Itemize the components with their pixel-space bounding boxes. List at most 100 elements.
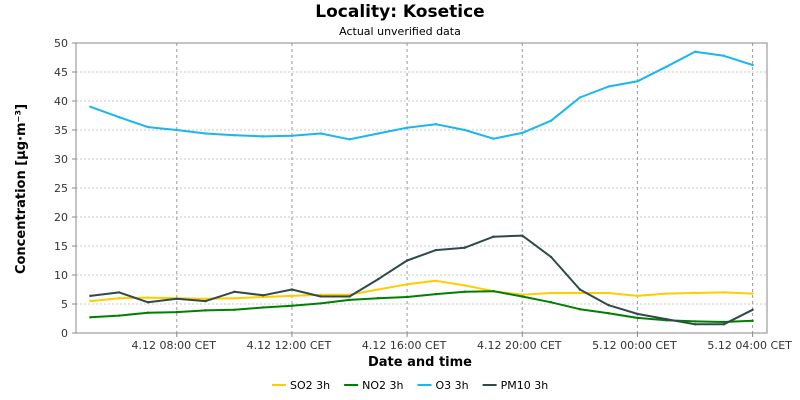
y-tick-label: 0	[61, 327, 68, 340]
chart-title: Locality: Kosetice	[315, 2, 485, 22]
data-point-no2-3h	[233, 308, 236, 311]
data-point-o3-3h	[233, 134, 236, 137]
y-tick-label: 40	[54, 95, 68, 108]
y-tick-label: 15	[54, 240, 68, 253]
data-point-no2-3h	[578, 308, 582, 311]
data-point-so2-3h	[377, 288, 380, 291]
data-point-no2-3h	[204, 309, 207, 312]
data-point-no2-3h	[348, 298, 351, 302]
data-point-no2-3h	[693, 320, 697, 323]
data-point-no2-3h	[636, 316, 639, 320]
y-tick-label: 25	[54, 182, 68, 195]
data-point-no2-3h	[319, 302, 322, 305]
data-point-pm10-3h	[693, 323, 697, 326]
data-point-no2-3h	[549, 301, 553, 304]
data-point-o3-3h	[377, 132, 380, 135]
data-point-so2-3h	[233, 297, 236, 300]
data-point-so2-3h	[751, 292, 754, 295]
y-tick-label: 50	[54, 37, 68, 50]
x-tick-label: 5.12 04:00 CET	[707, 339, 792, 352]
data-point-so2-3h	[117, 297, 121, 300]
data-point-pm10-3h	[175, 297, 178, 300]
x-tick-label: 4.12 20:00 CET	[477, 339, 562, 352]
data-point-no2-3h	[751, 319, 754, 323]
data-point-o3-3h	[722, 54, 726, 57]
data-point-pm10-3h	[319, 295, 322, 298]
x-tick-label: 5.12 00:00 CET	[592, 339, 677, 352]
data-point-no2-3h	[377, 297, 380, 300]
data-point-pm10-3h	[290, 288, 294, 291]
y-tick-label: 30	[54, 153, 68, 166]
data-point-o3-3h	[290, 134, 294, 137]
data-point-so2-3h	[521, 293, 524, 296]
data-point-o3-3h	[693, 50, 697, 53]
data-point-no2-3h	[261, 306, 265, 309]
x-tick-label: 4.12 12:00 CET	[247, 339, 332, 352]
data-point-o3-3h	[751, 63, 754, 67]
data-point-o3-3h	[607, 85, 610, 88]
data-point-no2-3h	[607, 312, 610, 315]
data-point-o3-3h	[549, 119, 553, 122]
x-tick-label: 4.12 08:00 CET	[131, 339, 216, 352]
series-line-o3-3h	[90, 50, 753, 141]
data-point-pm10-3h	[117, 291, 121, 294]
data-point-o3-3h	[117, 116, 121, 119]
y-tick-label: 20	[54, 211, 68, 224]
data-point-so2-3h	[319, 293, 322, 296]
data-point-so2-3h	[405, 283, 409, 286]
data-point-o3-3h	[204, 132, 207, 135]
series-lines	[89, 50, 754, 326]
data-point-o3-3h	[146, 125, 150, 129]
data-point-so2-3h	[290, 294, 294, 298]
data-point-o3-3h	[319, 132, 322, 135]
x-tick-label: 4.12 16:00 CET	[362, 339, 447, 352]
data-point-pm10-3h	[578, 288, 582, 291]
y-tick-label: 35	[54, 124, 68, 137]
data-point-so2-3h	[261, 295, 265, 299]
data-point-o3-3h	[665, 65, 668, 68]
data-point-pm10-3h	[261, 294, 265, 297]
data-point-pm10-3h	[233, 290, 236, 294]
data-point-so2-3h	[693, 291, 697, 295]
data-point-so2-3h	[549, 291, 553, 295]
data-point-pm10-3h	[405, 259, 409, 262]
data-point-o3-3h	[348, 138, 351, 141]
series-line-pm10-3h	[90, 234, 754, 326]
series-line-no2-3h	[90, 290, 753, 323]
x-axis-label: Date and time	[368, 355, 472, 370]
y-tick-label: 45	[54, 66, 68, 79]
data-point-no2-3h	[290, 304, 294, 307]
legend: SO2 3h NO2 3h O3 3h PM10 3h	[272, 379, 548, 392]
data-point-so2-3h	[146, 296, 150, 299]
y-axis: 0 5 10 15 20 25 30 35 40 45 50	[54, 37, 76, 340]
data-point-pm10-3h	[665, 317, 668, 321]
data-point-pm10-3h	[607, 303, 610, 307]
x-axis: 4.12 08:00 CET 4.12 12:00 CET 4.12 16:00 C…	[131, 333, 792, 352]
data-point-no2-3h	[146, 311, 150, 314]
data-point-o3-3h	[89, 105, 92, 109]
data-point-pm10-3h	[348, 295, 351, 298]
data-point-so2-3h	[636, 294, 639, 298]
data-point-no2-3h	[405, 295, 409, 299]
chart-subtitle: Actual unverified data	[339, 25, 461, 38]
data-point-no2-3h	[722, 320, 726, 324]
legend-label-so2-3h: SO2 3h	[290, 379, 330, 392]
data-point-pm10-3h	[146, 301, 150, 304]
y-axis-label: Concentration [µg·m⁻³]	[14, 104, 29, 274]
legend-label-o3-3h: O3 3h	[435, 379, 468, 392]
data-point-so2-3h	[89, 299, 92, 303]
series-line-so2-3h	[90, 279, 753, 303]
data-point-pm10-3h	[521, 234, 524, 237]
data-point-o3-3h	[261, 135, 265, 138]
data-point-so2-3h	[434, 279, 438, 282]
y-tick-label: 5	[61, 298, 68, 311]
data-point-no2-3h	[175, 310, 178, 314]
data-point-o3-3h	[175, 128, 178, 132]
data-point-pm10-3h	[463, 246, 466, 249]
data-point-o3-3h	[492, 137, 495, 140]
data-point-o3-3h	[405, 126, 409, 129]
data-point-no2-3h	[521, 295, 524, 298]
data-point-o3-3h	[463, 128, 466, 132]
data-point-no2-3h	[89, 316, 92, 319]
